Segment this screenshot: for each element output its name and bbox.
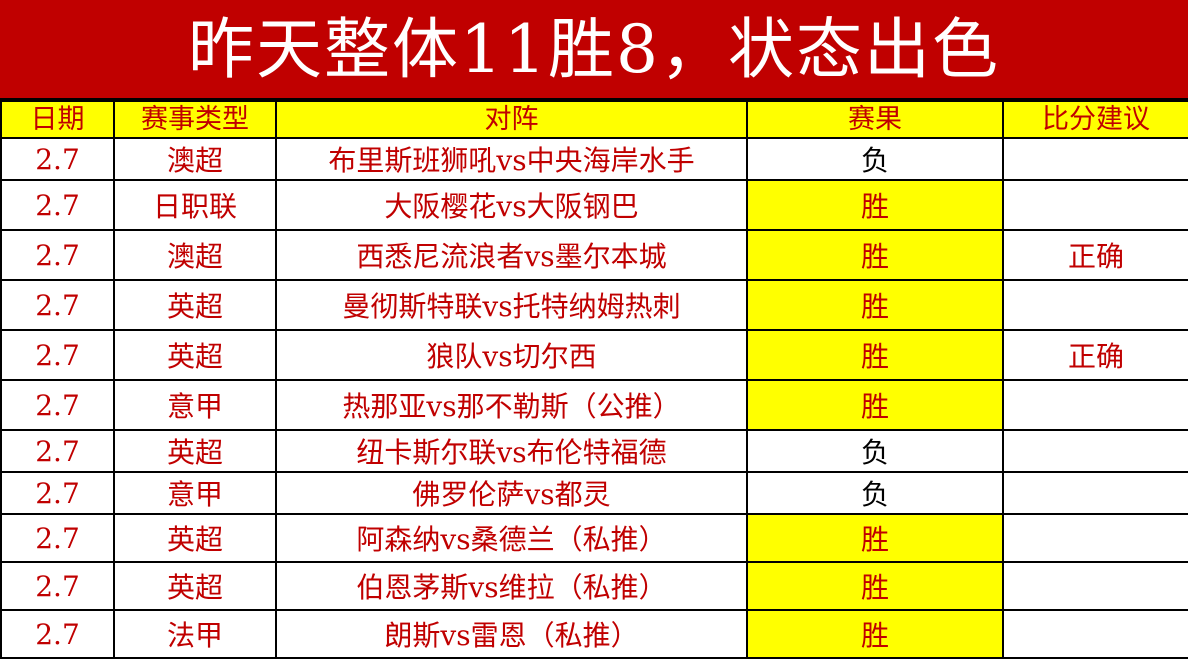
- match-cell: 伯恩茅斯vs维拉（私推）: [275, 561, 748, 611]
- match-cell: 热那亚vs那不勒斯（公推）: [275, 379, 748, 431]
- result-cell: 胜: [746, 329, 1004, 381]
- table-row: 2.7 英超 伯恩茅斯vs维拉（私推）胜: [0, 561, 1188, 611]
- date-cell: 2.7: [0, 179, 115, 231]
- match-cell: 纽卡斯尔联vs布伦特福德: [275, 429, 748, 473]
- table-row: 2.7 英超 狼队vs切尔西胜正确: [0, 329, 1188, 381]
- table-row: 2.7 澳超 西悉尼流浪者vs墨尔本城胜正确: [0, 229, 1188, 281]
- score-suggestion-cell: [1002, 513, 1188, 563]
- header-match: 对阵: [275, 100, 748, 139]
- league-cell: 澳超: [113, 229, 277, 281]
- table-row: 2.7 意甲 佛罗伦萨vs都灵负: [0, 471, 1188, 515]
- page-title: 昨天整体11胜8，状态出色: [0, 0, 1188, 100]
- date-cell: 2.7: [0, 471, 115, 515]
- date-cell: 2.7: [0, 609, 115, 659]
- match-cell: 布里斯班狮吼vs中央海岸水手: [275, 137, 748, 181]
- result-cell: 胜: [746, 513, 1004, 563]
- result-cell: 负: [746, 429, 1004, 473]
- table-row: 2.7 法甲 朗斯vs雷恩（私推）胜: [0, 609, 1188, 659]
- date-cell: 2.7: [0, 379, 115, 431]
- date-cell: 2.7: [0, 137, 115, 181]
- date-cell: 2.7: [0, 229, 115, 281]
- header-result: 赛果: [746, 100, 1004, 139]
- result-cell: 负: [746, 137, 1004, 181]
- result-cell: 胜: [746, 561, 1004, 611]
- match-cell: 曼彻斯特联vs托特纳姆热刺: [275, 279, 748, 331]
- score-suggestion-cell: [1002, 471, 1188, 515]
- header-date: 日期: [0, 100, 115, 139]
- header-score: 比分建议: [1002, 100, 1188, 139]
- result-cell: 胜: [746, 229, 1004, 281]
- score-suggestion-cell: 正确: [1002, 229, 1188, 281]
- score-suggestion-cell: [1002, 609, 1188, 659]
- league-cell: 法甲: [113, 609, 277, 659]
- result-cell: 负: [746, 471, 1004, 515]
- table-row: 2.7 澳超 布里斯班狮吼vs中央海岸水手负: [0, 137, 1188, 181]
- league-cell: 英超: [113, 429, 277, 473]
- league-cell: 英超: [113, 329, 277, 381]
- score-suggestion-cell: [1002, 561, 1188, 611]
- date-cell: 2.7: [0, 513, 115, 563]
- score-suggestion-cell: [1002, 279, 1188, 331]
- match-cell: 阿森纳vs桑德兰（私推）: [275, 513, 748, 563]
- table-row: 2.7 日职联 大阪樱花vs大阪钢巴胜: [0, 179, 1188, 231]
- match-cell: 西悉尼流浪者vs墨尔本城: [275, 229, 748, 281]
- score-suggestion-cell: [1002, 179, 1188, 231]
- header-league: 赛事类型: [113, 100, 277, 139]
- result-cell: 胜: [746, 609, 1004, 659]
- date-cell: 2.7: [0, 429, 115, 473]
- table-row: 2.7 英超 阿森纳vs桑德兰（私推）胜: [0, 513, 1188, 563]
- league-cell: 澳超: [113, 137, 277, 181]
- result-cell: 胜: [746, 179, 1004, 231]
- date-cell: 2.7: [0, 329, 115, 381]
- table-row: 2.7 意甲 热那亚vs那不勒斯（公推）胜: [0, 379, 1188, 431]
- league-cell: 意甲: [113, 471, 277, 515]
- league-cell: 日职联: [113, 179, 277, 231]
- results-table: 日期 赛事类型 对阵 赛果 比分建议 2.7 澳超 布里斯班狮吼vs中央海岸水手负 2…: [0, 100, 1188, 659]
- match-cell: 大阪樱花vs大阪钢巴: [275, 179, 748, 231]
- result-cell: 胜: [746, 279, 1004, 331]
- score-suggestion-cell: [1002, 429, 1188, 473]
- date-cell: 2.7: [0, 561, 115, 611]
- league-cell: 英超: [113, 561, 277, 611]
- score-suggestion-cell: [1002, 379, 1188, 431]
- match-cell: 朗斯vs雷恩（私推）: [275, 609, 748, 659]
- result-cell: 胜: [746, 379, 1004, 431]
- match-cell: 狼队vs切尔西: [275, 329, 748, 381]
- table-row: 2.7 英超 曼彻斯特联vs托特纳姆热刺胜: [0, 279, 1188, 331]
- score-suggestion-cell: 正确: [1002, 329, 1188, 381]
- score-suggestion-cell: [1002, 137, 1188, 181]
- league-cell: 英超: [113, 279, 277, 331]
- match-cell: 佛罗伦萨vs都灵: [275, 471, 748, 515]
- league-cell: 英超: [113, 513, 277, 563]
- date-cell: 2.7: [0, 279, 115, 331]
- table-row: 2.7 英超 纽卡斯尔联vs布伦特福德负: [0, 429, 1188, 473]
- header-row: 日期 赛事类型 对阵 赛果 比分建议: [0, 100, 1188, 139]
- league-cell: 意甲: [113, 379, 277, 431]
